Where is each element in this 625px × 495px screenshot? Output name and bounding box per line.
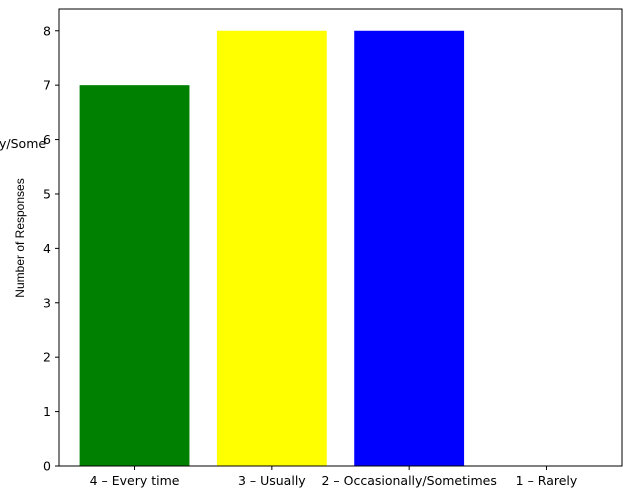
y-tick-label: 4: [43, 241, 51, 256]
bar-3: [354, 30, 465, 467]
x-tick-label: 1 – Rarely: [516, 473, 578, 488]
y-tick-label: 7: [43, 78, 51, 93]
x-tick-label: 2 – Occasionally/Sometimes: [321, 473, 496, 488]
x-tick-label: 4 – Every time: [90, 473, 180, 488]
x-tick-label: 3 – Usually: [238, 473, 306, 488]
plot-frame: [58, 8, 623, 467]
y-axis: 0 1 2 3 4 5 6 7 8: [43, 23, 59, 474]
y-tick-label: 0: [43, 459, 51, 474]
y-tick-label: 2: [43, 350, 51, 365]
y-tick-label: 1: [43, 404, 51, 419]
y-axis-title: Number of Responses: [13, 178, 27, 297]
y-tick-label: 5: [43, 186, 51, 201]
y-tick-label: 3: [43, 295, 51, 310]
bar-2: [216, 30, 327, 467]
bars-group: [79, 30, 465, 467]
y-tick-label: 8: [43, 23, 51, 38]
overlapping-category-fragment: y/Some: [0, 136, 46, 151]
bar-1: [79, 85, 190, 467]
y-tick-label: 6: [43, 132, 51, 147]
x-axis: 4 – Every time 3 – Usually 2 – Occasionall…: [90, 466, 578, 488]
